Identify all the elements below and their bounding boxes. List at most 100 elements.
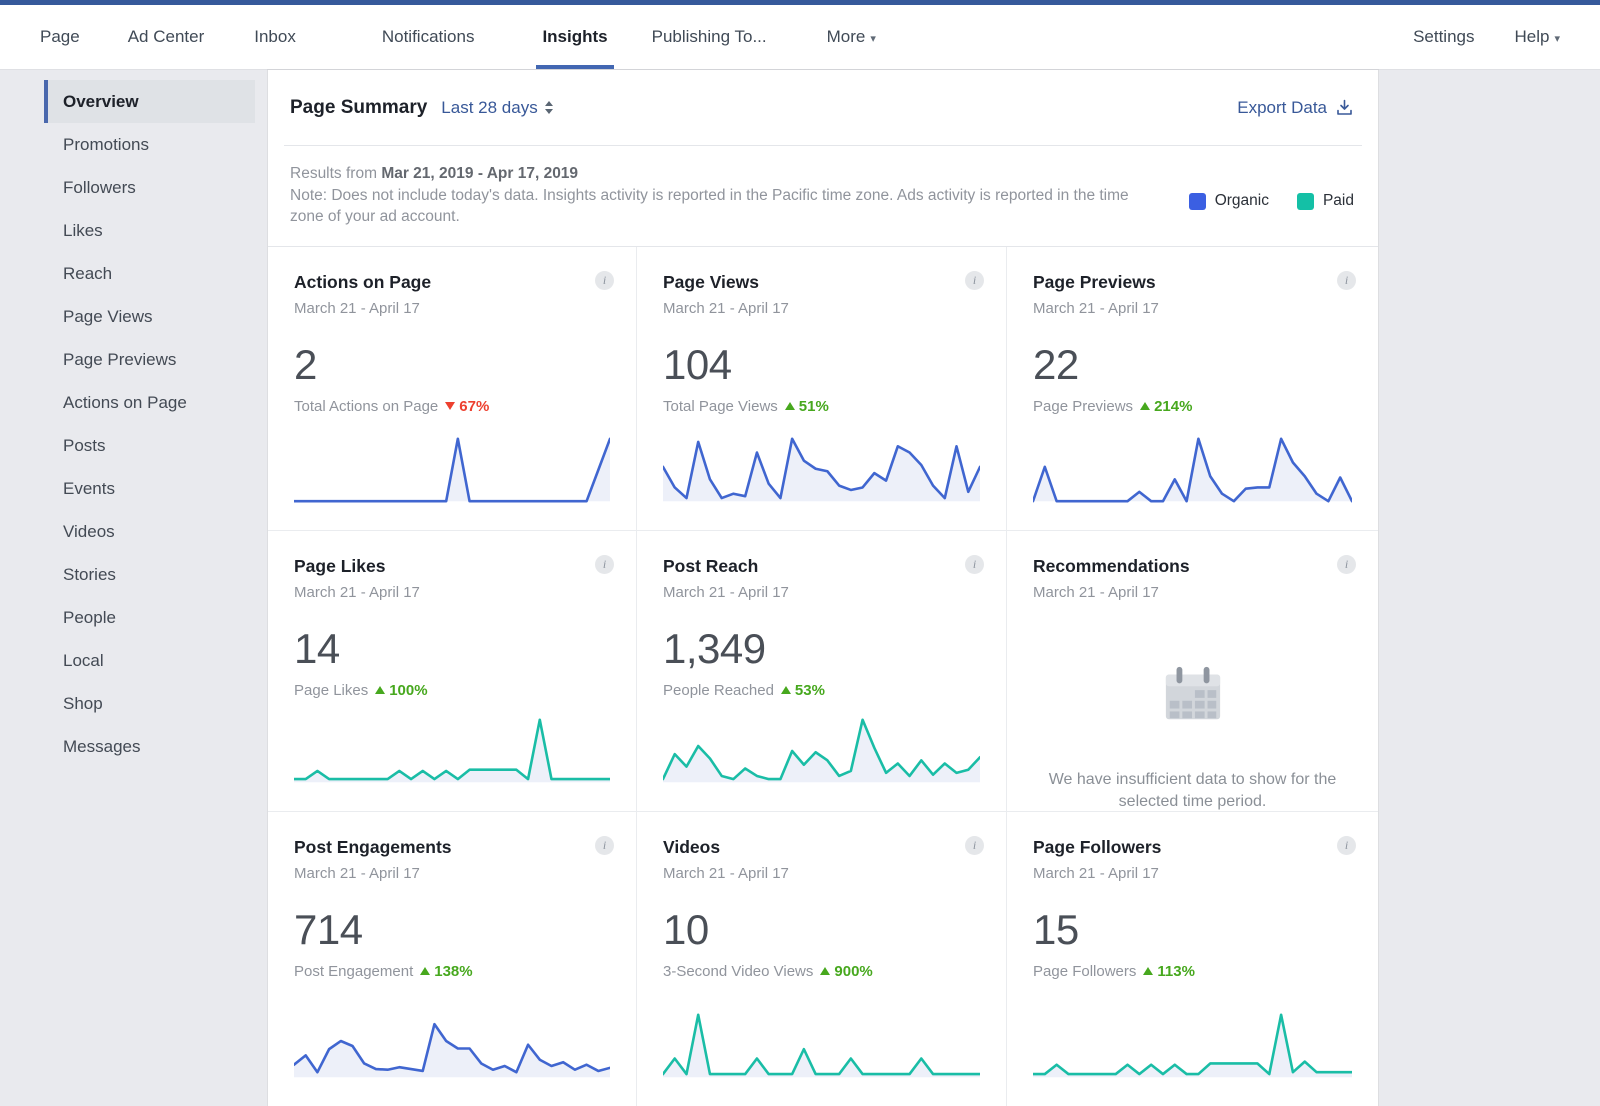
trend-up-icon xyxy=(1140,402,1151,410)
sidebar-item-label: People xyxy=(63,607,116,627)
sort-arrows-icon xyxy=(544,101,553,114)
top-nav-left: Page Ad Center Inbox Notifications Insights P… xyxy=(0,5,882,69)
card-value: 104 xyxy=(663,340,732,388)
card-metric-label-text: Total Page Views xyxy=(663,397,778,415)
sidebar-item-label: Messages xyxy=(63,736,141,756)
download-icon xyxy=(1337,99,1352,115)
nav-item-notifications[interactable]: Notifications xyxy=(376,5,481,69)
card-post-engagements: Post Engagements March 21 - April 17 i 714 P… xyxy=(268,811,637,1106)
export-data-label: Export Data xyxy=(1237,97,1327,117)
card-metric-label-text: People Reached xyxy=(663,681,774,699)
trend-up-icon xyxy=(1143,967,1154,975)
delta-percent: 100% xyxy=(389,681,428,699)
card-date-range: March 21 - April 17 xyxy=(663,583,789,601)
sparkline-chart xyxy=(663,715,980,787)
nav-item-publishing-to[interactable]: Publishing To... xyxy=(646,5,773,69)
delta-badge: 138% xyxy=(420,962,473,980)
trend-down-icon xyxy=(445,402,456,410)
sidebar-item-followers[interactable]: Followers xyxy=(44,166,255,209)
info-icon[interactable]: i xyxy=(965,554,984,574)
delta-percent: 53% xyxy=(794,681,825,699)
card-date-range: March 21 - April 17 xyxy=(294,299,420,317)
sidebar-item-label: Page Views xyxy=(63,306,153,326)
card-title: Page Views xyxy=(663,271,759,292)
sidebar-item-label: Reach xyxy=(63,263,113,283)
sparkline-chart xyxy=(294,434,610,506)
sidebar-item-shop[interactable]: Shop xyxy=(44,682,255,725)
sidebar-item-page-views[interactable]: Page Views xyxy=(44,295,255,338)
nav-item-more[interactable]: More ▾ xyxy=(821,5,882,69)
nav-item-label: Notifications xyxy=(381,27,475,46)
sidebar-item-label: Overview xyxy=(63,91,139,111)
card-metric-label-text: Total Actions on Page xyxy=(294,397,439,415)
card-title: Page Followers xyxy=(1033,836,1162,857)
sidebar-item-likes[interactable]: Likes xyxy=(44,209,255,252)
card-title: Actions on Page xyxy=(294,271,432,292)
sidebar-item-promotions[interactable]: Promotions xyxy=(44,123,255,166)
card-date-range: March 21 - April 17 xyxy=(1033,583,1159,601)
card-metric-label: Post Engagement 138% xyxy=(294,963,610,980)
sparkline-chart xyxy=(294,1010,610,1082)
card-metric-label: Total Page Views 51% xyxy=(663,398,980,415)
card-page-previews: Page Previews March 21 - April 17 i 22 Page … xyxy=(1007,247,1378,531)
date-range-selector[interactable]: Last 28 days xyxy=(441,98,553,118)
sidebar-item-messages[interactable]: Messages xyxy=(44,725,255,768)
note-row: Results from Mar 21, 2019 - Apr 17, 2019… xyxy=(268,146,1378,246)
info-icon[interactable]: i xyxy=(595,554,614,574)
info-icon[interactable]: i xyxy=(1337,554,1356,574)
sidebar-item-label: Shop xyxy=(63,693,103,713)
top-nav-right: Settings Help ▾ xyxy=(1407,5,1566,69)
results-dates: Mar 21, 2019 - Apr 17, 2019 xyxy=(381,165,579,182)
sidebar-item-local[interactable]: Local xyxy=(44,639,255,682)
sidebar-item-page-previews[interactable]: Page Previews xyxy=(44,338,255,381)
info-icon[interactable]: i xyxy=(595,835,614,855)
insufficient-data-message: We have insufficient data to show for th… xyxy=(1048,770,1337,810)
nav-item-label: Publishing To... xyxy=(651,27,767,46)
delta-badge: 113% xyxy=(1143,963,1195,980)
card-metric-label-text: Post Engagement xyxy=(294,962,414,980)
info-icon[interactable]: i xyxy=(595,270,614,290)
export-data-button[interactable]: Export Data xyxy=(1237,98,1354,118)
card-title: Post Reach xyxy=(663,555,759,576)
sidebar-item-label: Posts xyxy=(63,435,106,455)
card-recommendations: Recommendations March 21 - April 17 i We ha… xyxy=(1007,531,1378,812)
nav-item-settings[interactable]: Settings xyxy=(1407,5,1480,69)
sidebar-item-posts[interactable]: Posts xyxy=(44,424,255,467)
sidebar-item-actions-on-page[interactable]: Actions on Page xyxy=(44,381,255,424)
card-metric-label-text: Page Previews xyxy=(1033,397,1134,415)
sidebar-item-people[interactable]: People xyxy=(44,596,255,639)
card-page-likes: Page Likes March 21 - April 17 i 14 Page Lik… xyxy=(268,530,637,812)
card-metric-label-text: Page Followers xyxy=(1033,962,1137,980)
sidebar-item-stories[interactable]: Stories xyxy=(44,553,255,596)
sidebar-item-videos[interactable]: Videos xyxy=(44,510,255,553)
nav-item-label: Page xyxy=(40,27,80,46)
nav-item-insights[interactable]: Insights xyxy=(536,5,614,69)
nav-item-help[interactable]: Help ▾ xyxy=(1509,5,1567,69)
nav-item-inbox[interactable]: Inbox xyxy=(248,5,302,69)
sidebar-item-label: Followers xyxy=(63,177,136,197)
delta-badge: 214% xyxy=(1140,398,1192,415)
nav-item-page[interactable]: Page xyxy=(34,5,86,69)
trend-up-icon xyxy=(820,967,831,975)
sparkline-chart xyxy=(1033,1010,1352,1082)
info-icon[interactable]: i xyxy=(965,270,984,290)
facebook-top-strip xyxy=(0,0,1600,5)
delta-badge: 900% xyxy=(820,963,873,980)
metric-cards-grid: Actions on Page March 21 - April 17 i 2 Tota… xyxy=(268,245,1378,1106)
card-date-range: March 21 - April 17 xyxy=(294,583,420,601)
page-summary-header: Page Summary Last 28 days Export Data xyxy=(268,70,1378,145)
sidebar-item-reach[interactable]: Reach xyxy=(44,252,255,295)
delta-percent: 138% xyxy=(434,962,473,980)
sidebar-item-label: Actions on Page xyxy=(63,392,187,412)
sidebar-item-label: Likes xyxy=(63,220,103,240)
nav-item-ad-center[interactable]: Ad Center xyxy=(122,5,211,69)
info-icon[interactable]: i xyxy=(965,835,984,855)
sidebar-item-events[interactable]: Events xyxy=(44,467,255,510)
paid-swatch xyxy=(1296,192,1314,210)
info-icon[interactable]: i xyxy=(1337,270,1356,290)
sparkline-chart xyxy=(1033,434,1352,506)
legend-item-paid: Paid xyxy=(1296,175,1354,228)
organic-label: Organic xyxy=(1214,192,1269,210)
info-icon[interactable]: i xyxy=(1337,835,1356,855)
sidebar-item-overview[interactable]: Overview xyxy=(44,80,255,123)
